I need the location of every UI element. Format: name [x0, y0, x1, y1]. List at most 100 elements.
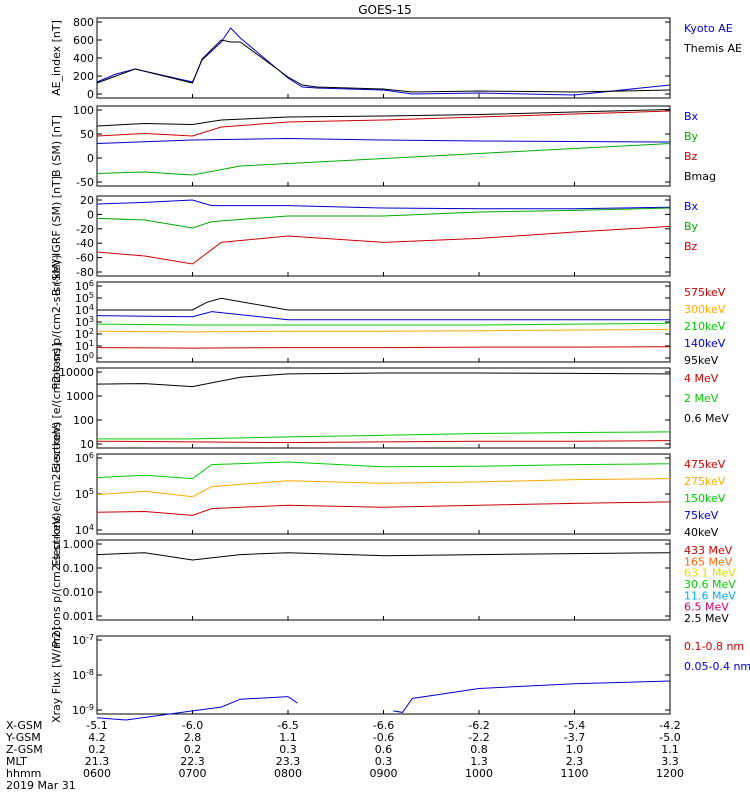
- y-tick-label: 104: [75, 523, 94, 537]
- y-tick-label: 10000: [59, 366, 94, 379]
- series-line: [96, 27, 671, 96]
- y-tick-label: 0.001: [63, 610, 95, 623]
- legend-entry: 475keV: [684, 458, 726, 471]
- panel-frame: [96, 453, 671, 535]
- series-line: [96, 552, 671, 561]
- legend-entry: 6.5 MeV: [684, 601, 729, 614]
- x-tick-label: 0700: [179, 767, 207, 780]
- y-axis-label: Protons p/(cm2-s-sr-keV): [50, 254, 63, 389]
- legend-entry: 75keV: [684, 509, 719, 522]
- x-tick-label: -6.5: [277, 719, 298, 732]
- chart-title: GOES-15: [358, 3, 412, 17]
- y-tick-label: 0: [87, 208, 94, 221]
- y-tick-label: 106: [75, 279, 94, 293]
- x-tick-label: 23.3: [276, 755, 301, 768]
- y-tick-label: 1.000: [63, 538, 95, 551]
- series-line: [96, 696, 298, 721]
- x-tick-label: -6.6: [373, 719, 394, 732]
- y-tick-label: 0: [87, 152, 94, 165]
- legend-entry: 210keV: [684, 320, 726, 333]
- series-line: [96, 199, 671, 210]
- panel-2: 100 50 0 -50 B (SM) [nT] Bx By Bz Bmag: [50, 104, 716, 189]
- y-axis-label: Electrons [e/(cm2-s-sr)]: [50, 343, 63, 473]
- legend-entry: 300keV: [684, 303, 726, 316]
- x-row-label: MLT: [6, 755, 27, 768]
- legend-entry: Bmag: [684, 170, 716, 183]
- series-line: [96, 225, 671, 265]
- x-tick-label: 1.1: [661, 743, 679, 756]
- legend-entry: 433 MeV: [684, 544, 733, 557]
- y-tick-label: 0.010: [63, 586, 95, 599]
- x-tick-label: 21.3: [85, 755, 110, 768]
- y-tick-label: 105: [75, 487, 94, 501]
- panel-1: 800 600 400 200 0 AE_index [nT] Kyoto AE Themis…: [50, 16, 742, 101]
- x-tick-label: 0.2: [88, 743, 106, 756]
- series-line: [96, 478, 671, 498]
- y-tick-label: 400: [73, 52, 94, 65]
- legend-entry: 0.05-0.4 nm: [684, 660, 750, 673]
- x-tick-label: -6.0: [182, 719, 203, 732]
- series-line: [96, 207, 671, 229]
- legend-entry: 4 MeV: [684, 372, 719, 385]
- x-tick-label: 1200: [656, 767, 684, 780]
- y-tick-label: 100: [75, 351, 94, 365]
- series-line: [96, 311, 670, 321]
- y-axis-label: B (SM)-IGRF (SM) [nT]: [50, 176, 63, 296]
- legend-entry: Bz: [684, 150, 698, 163]
- legend-entry: 40keV: [684, 526, 719, 539]
- y-tick-label: 106: [75, 451, 94, 465]
- panel-6: 106 105 104 Electrons e/(cm2-s-sr-keV) 475ke…: [50, 422, 726, 567]
- y-tick-label: 10: [80, 438, 94, 451]
- legend-entry: 2 MeV: [684, 392, 719, 405]
- panel-frame: [96, 17, 671, 99]
- series-line: [96, 346, 671, 349]
- y-axis-label: Xray Flux [W/m2]: [50, 627, 63, 723]
- panel-frame: [96, 367, 671, 449]
- y-tick-label: 600: [73, 34, 94, 47]
- legend-entry: Kyoto AE: [684, 22, 733, 35]
- x-tick-label: 3.3: [661, 755, 679, 768]
- y-tick-label: -80: [76, 266, 94, 279]
- panel-frame: [96, 635, 671, 715]
- panel-5: 10000 1000 100 10 Electrons [e/(cm2-s-sr)] 4 …: [50, 343, 729, 473]
- y-tick-label: -50: [76, 176, 94, 189]
- x-tick-label: 0800: [274, 767, 302, 780]
- panel-3: 200 -20-40 -60-80 B (SM)-IGRF (SM) [nT] Bx By…: [50, 176, 699, 296]
- legend-entry: 11.6 MeV: [684, 589, 736, 602]
- series-line: [393, 680, 671, 713]
- legend-entry: 150keV: [684, 492, 726, 505]
- panel-8: 10-7 10-8 10-9 Xray Flux [W/m2] 0.1-0.8 nm 0.…: [50, 627, 750, 723]
- y-tick-label: 1000: [66, 390, 94, 403]
- panel-frame: [96, 281, 671, 363]
- legend-entry: 140keV: [684, 337, 726, 350]
- x-tick-label: -5.1: [86, 719, 107, 732]
- x-row-label: Z-GSM: [6, 743, 43, 756]
- series-line: [96, 322, 671, 326]
- y-axis-label: AE_index [nT]: [50, 20, 63, 96]
- series-line: [96, 328, 671, 333]
- x-tick-label: -6.2: [468, 719, 489, 732]
- x-row-label: X-GSM: [6, 719, 42, 732]
- legend-entry: 2.5 MeV: [684, 612, 729, 625]
- series-line: [96, 461, 671, 480]
- x-tick-label: -5.4: [564, 719, 585, 732]
- series-line: [96, 137, 671, 144]
- series-line: [96, 372, 671, 388]
- series-line: [96, 39, 671, 93]
- legend-entry: 63.1 MeV: [684, 567, 736, 580]
- y-axis-label: Electrons e/(cm2-s-sr-keV): [50, 422, 63, 567]
- series-line: [96, 501, 671, 516]
- series-line: [96, 110, 671, 137]
- legend-entry: By: [684, 130, 699, 143]
- y-tick-label: -60: [76, 252, 94, 265]
- series-line: [96, 109, 671, 127]
- y-tick-label: 0.100: [63, 562, 95, 575]
- y-tick-label: 0: [87, 88, 94, 101]
- date-label: 2019 Mar 31: [6, 779, 76, 792]
- x-tick-label: -3.7: [564, 731, 585, 744]
- y-tick-label: -20: [76, 223, 94, 236]
